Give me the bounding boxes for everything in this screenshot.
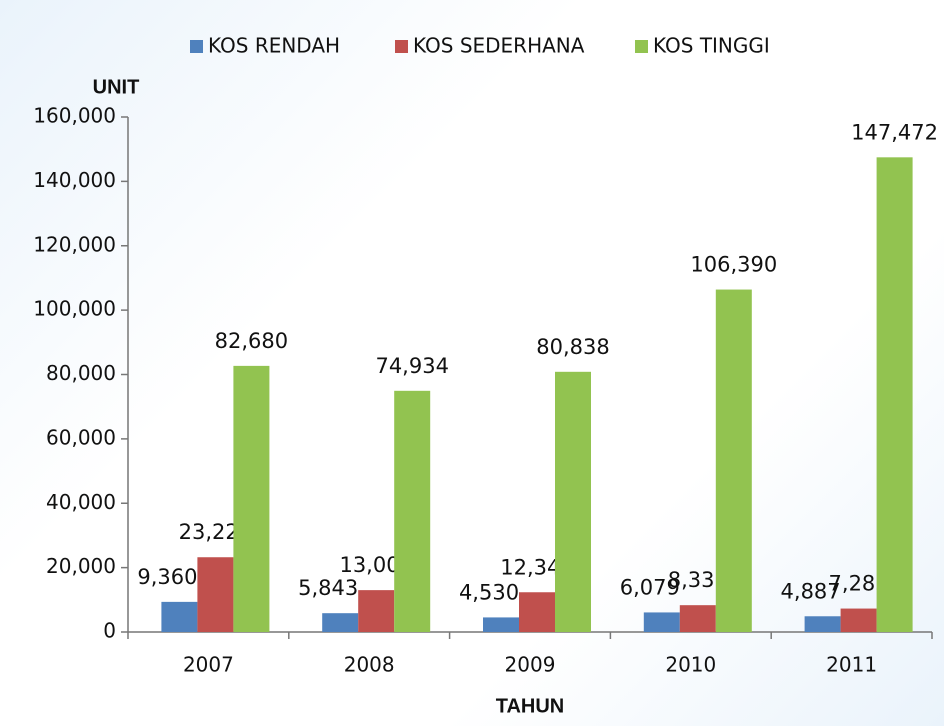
bar bbox=[233, 365, 270, 632]
value-label: 82,680 bbox=[215, 329, 288, 353]
value-label: 4,530 bbox=[459, 580, 519, 604]
y-tick-label: 120,000 bbox=[33, 232, 116, 256]
bar bbox=[679, 605, 716, 632]
y-tick-label: 0 bbox=[103, 619, 116, 643]
y-tick-label: 60,000 bbox=[46, 425, 116, 449]
y-tick-label: 40,000 bbox=[46, 490, 116, 514]
bar bbox=[555, 371, 591, 632]
x-tick-label: 2011 bbox=[826, 653, 877, 677]
legend-swatch bbox=[395, 40, 408, 53]
x-axis-label: TAHUN bbox=[496, 695, 565, 717]
bar bbox=[519, 592, 555, 632]
y-axis-label: UNIT bbox=[93, 76, 140, 98]
bar bbox=[643, 612, 680, 632]
bar bbox=[804, 616, 841, 632]
x-tick-label: 2009 bbox=[505, 653, 556, 677]
legend-label: KOS RENDAH bbox=[208, 34, 340, 58]
bar bbox=[161, 601, 198, 632]
value-label: 106,390 bbox=[690, 253, 777, 277]
x-tick-label: 2008 bbox=[344, 653, 395, 677]
y-tick-label: 100,000 bbox=[33, 297, 116, 321]
legend-label: KOS TINGGI bbox=[653, 34, 770, 58]
y-tick-label: 80,000 bbox=[46, 361, 116, 385]
y-tick-label: 160,000 bbox=[33, 104, 116, 128]
legend-swatch bbox=[635, 40, 648, 53]
value-label: 80,838 bbox=[536, 335, 609, 359]
bar bbox=[358, 590, 395, 632]
bar bbox=[840, 608, 877, 632]
bar bbox=[394, 390, 431, 632]
x-tick-label: 2007 bbox=[183, 653, 234, 677]
value-label: 5,843 bbox=[298, 576, 358, 600]
value-label: 147,472 bbox=[851, 120, 938, 144]
value-label: 6,079 bbox=[620, 575, 680, 599]
y-tick-label: 20,000 bbox=[46, 554, 116, 578]
value-label: 9,360 bbox=[137, 565, 197, 589]
legend-label: KOS SEDERHANA bbox=[413, 34, 585, 58]
bar bbox=[197, 557, 234, 632]
bar bbox=[876, 157, 913, 632]
x-tick-label: 2010 bbox=[665, 653, 716, 677]
bar bbox=[322, 613, 359, 632]
bar bbox=[483, 617, 519, 632]
bar bbox=[715, 289, 752, 632]
value-label: 74,934 bbox=[375, 354, 448, 378]
value-label: 4,887 bbox=[781, 579, 841, 603]
y-tick-label: 140,000 bbox=[33, 168, 116, 192]
legend-swatch bbox=[190, 40, 203, 53]
